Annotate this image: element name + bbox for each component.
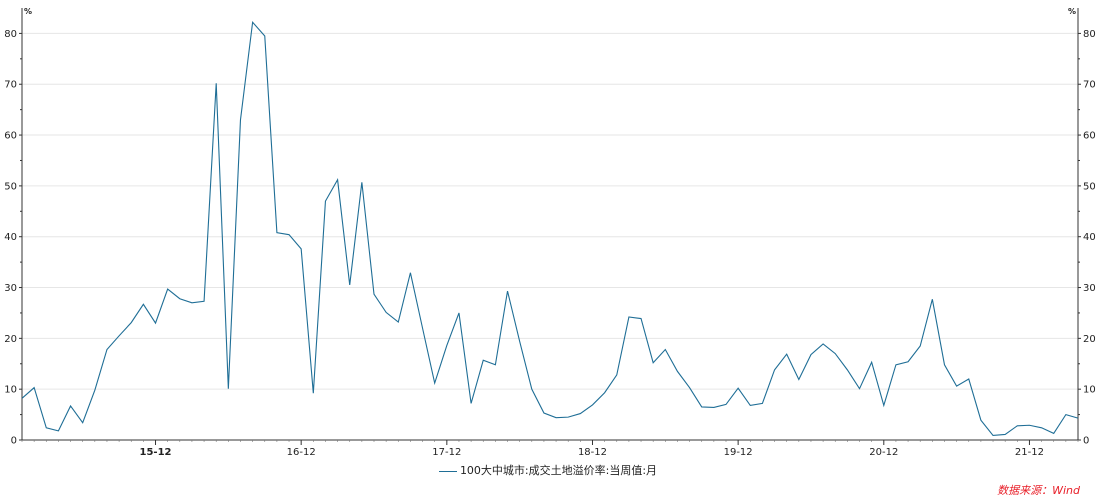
y-tick-label-left: 50 bbox=[4, 181, 17, 192]
y-tick-label-right: 10 bbox=[1083, 385, 1096, 396]
y-tick-label-left: 60 bbox=[4, 131, 17, 142]
x-tick-label: 19-12 bbox=[724, 447, 753, 458]
y-tick-label-right: 40 bbox=[1083, 232, 1096, 243]
y-tick-label-left: 10 bbox=[4, 385, 17, 396]
y-axis-right: 0 10 20 30 40 50 60 70 80 bbox=[1078, 29, 1096, 447]
y-tick-label-left: 40 bbox=[4, 232, 17, 243]
y-tick-label-right: 20 bbox=[1083, 334, 1096, 345]
y-tick-label-right: 60 bbox=[1083, 131, 1096, 142]
series-group bbox=[21, 20, 1079, 437]
y-axis-left: 0 10 20 30 40 50 60 70 80 bbox=[4, 29, 22, 447]
y-tick-label-left: 80 bbox=[4, 29, 17, 40]
legend-swatch-icon bbox=[438, 470, 457, 472]
x-tick-label: 15-12 bbox=[140, 447, 172, 458]
x-axis: 15-12 16-12 17-12 18-12 19-12 20-12 21-12 bbox=[21, 440, 1079, 458]
y-tick-label-right: 0 bbox=[1083, 436, 1089, 447]
y-unit-left: % bbox=[24, 7, 32, 16]
x-tick-label: 18-12 bbox=[578, 447, 607, 458]
x-tick-label: 16-12 bbox=[287, 447, 316, 458]
y-tick-label-left: 70 bbox=[4, 80, 17, 91]
y-tick-label-right: 30 bbox=[1083, 283, 1096, 294]
legend-label: 100大中城市:成交土地溢价率:当周值:月 bbox=[459, 464, 658, 477]
y-unit-right: % bbox=[1068, 7, 1076, 16]
y-tick-label-left: 0 bbox=[11, 436, 17, 447]
y-tick-label-left: 20 bbox=[4, 334, 17, 345]
axes bbox=[21, 8, 1079, 441]
x-tick-label: 17-12 bbox=[432, 447, 461, 458]
x-tick-label: 20-12 bbox=[869, 447, 898, 458]
source-note: 数据来源：Wind bbox=[997, 484, 1080, 497]
y-tick-label-left: 30 bbox=[4, 283, 17, 294]
x-tick-label: 21-12 bbox=[1015, 447, 1044, 458]
gridlines bbox=[22, 32, 1078, 390]
y-tick-label-right: 80 bbox=[1083, 29, 1096, 40]
y-tick-label-right: 70 bbox=[1083, 80, 1096, 91]
legend: 100大中城市:成交土地溢价率:当周值:月 bbox=[0, 462, 1096, 478]
series-line bbox=[21, 20, 1079, 437]
y-tick-label-right: 50 bbox=[1083, 181, 1096, 192]
